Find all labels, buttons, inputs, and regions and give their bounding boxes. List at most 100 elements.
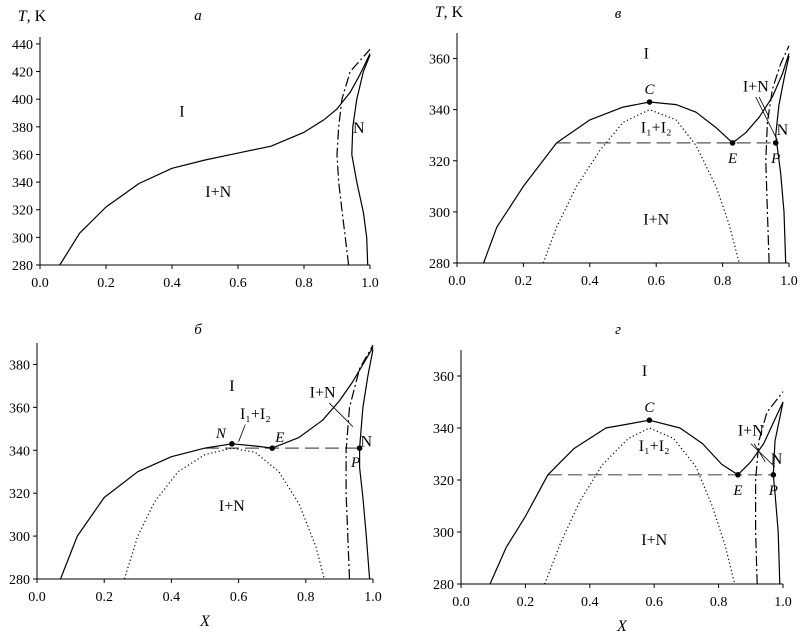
- curve-solid: [59, 53, 371, 266]
- y-tick-label: 360: [433, 370, 454, 385]
- point-label-e: E: [732, 483, 742, 499]
- y-tick-label: 360: [429, 53, 450, 68]
- panel-g: 0.0 0.2 0.4 0.6 0.8 1.0 280 300 320 340 360 г X C E P I I…: [433, 322, 792, 635]
- curve-dashdot: [765, 45, 790, 264]
- x-tick-label: 1.0: [364, 590, 382, 605]
- x-tick-label: 0.0: [448, 274, 466, 289]
- x-tick-label: 0.6: [229, 276, 247, 291]
- point-marker-e: [735, 472, 741, 478]
- x-tick-label: 1.0: [780, 274, 798, 289]
- x-tick-label: 0.2: [517, 595, 535, 610]
- region-label: I+N: [738, 423, 764, 440]
- x-tick-label: 0.6: [647, 274, 665, 289]
- x-tick-label: 0.2: [97, 276, 115, 291]
- y-tick-label: 280: [429, 257, 450, 272]
- y-tick-label: 400: [12, 93, 33, 108]
- point-label-c: C: [644, 400, 655, 416]
- point-label-p: P: [770, 151, 780, 167]
- region-label: I: [229, 378, 234, 395]
- y-tick-label: 340: [433, 422, 454, 437]
- y-tick-label: 340: [9, 444, 30, 459]
- x-tick-label: 0.2: [95, 590, 113, 605]
- x-tick-label: 0.6: [645, 595, 663, 610]
- curve-solid: [483, 101, 734, 264]
- point-marker-p: [356, 445, 363, 451]
- y-tick-label: 380: [9, 358, 30, 373]
- panel-title: а: [194, 8, 202, 24]
- y-tick-label: 440: [12, 38, 33, 53]
- leader-line: [755, 96, 778, 141]
- region-label: I+N: [219, 498, 245, 515]
- panel-title: в: [615, 6, 622, 22]
- x-tick-label: 0.6: [230, 590, 248, 605]
- y-tick-label: 340: [12, 176, 33, 191]
- y-tick-label: 300: [433, 526, 454, 541]
- point-label-p: P: [350, 455, 360, 471]
- region-label: I+N: [641, 532, 667, 549]
- x-tick-label: 1.0: [361, 276, 379, 291]
- curve-solid: [732, 53, 790, 144]
- x-tick-label: 0.4: [163, 590, 181, 605]
- curve-dashdot: [754, 391, 784, 585]
- leader-line: [329, 402, 354, 427]
- y-tick-label: 280: [12, 259, 33, 274]
- curve-dotted: [544, 427, 736, 585]
- leader-line: [238, 424, 246, 442]
- y-tick-label: 280: [9, 573, 30, 588]
- region-label: I₁+I₂: [240, 406, 271, 423]
- region-label: N: [353, 120, 365, 137]
- leader-line: [750, 443, 776, 468]
- region-label: N: [771, 451, 783, 468]
- x-tick-label: 0.4: [163, 276, 181, 291]
- y-tick-label: 320: [429, 155, 450, 170]
- y-tick-label: 320: [12, 204, 33, 219]
- y-tick-label: 300: [12, 231, 33, 246]
- y-tick-label: 360: [9, 401, 30, 416]
- x-tick-label: 0.4: [581, 274, 599, 289]
- curve-solid: [351, 54, 371, 266]
- panel-a: 0.0 0.2 0.4 0.6 0.8 1.0 280 300 320 340 360 380 400 4…: [12, 8, 379, 291]
- curve-dashdot: [336, 48, 371, 266]
- y-tick-label: 340: [429, 104, 450, 119]
- x-tick-label: 0.0: [452, 595, 470, 610]
- x-tick-label: 0.8: [295, 276, 313, 291]
- point-marker-p: [772, 140, 779, 146]
- region-label: I+N: [643, 212, 669, 229]
- x-tick-label: 0.4: [581, 595, 599, 610]
- region-label: N: [360, 434, 372, 451]
- region-label: I₁+I₂: [639, 438, 670, 455]
- point-label-e: E: [727, 151, 737, 167]
- y-axis-label: T, K: [18, 8, 47, 25]
- curve-solid: [489, 419, 739, 585]
- curve-dashdot: [345, 344, 374, 580]
- point-marker-e: [729, 140, 736, 146]
- y-axis-label: T, K: [435, 4, 464, 21]
- curve-solid: [59, 443, 273, 580]
- point-label-n: N: [215, 426, 227, 442]
- region-label: N: [777, 122, 789, 139]
- x-tick-label: 1.0: [774, 595, 792, 610]
- point-marker-p: [770, 472, 777, 478]
- panel-title: г: [615, 322, 621, 338]
- x-axis-label: X: [616, 618, 628, 635]
- y-tick-label: 360: [12, 148, 33, 163]
- region-label: I: [179, 104, 184, 121]
- region-label: I: [642, 363, 647, 380]
- y-tick-label: 420: [12, 66, 33, 81]
- curve-solid: [359, 349, 374, 580]
- point-marker-e: [269, 445, 276, 451]
- region-label: I+N: [743, 79, 769, 96]
- x-tick-label: 0.8: [297, 590, 315, 605]
- curve-solid: [737, 401, 784, 476]
- panel-b: 0.0 0.2 0.4 0.6 0.8 1.0 280 300 320 340 360 380 б X N E…: [9, 322, 382, 630]
- point-marker-c: [646, 99, 653, 105]
- region-label: I₁+I₂: [641, 120, 672, 137]
- x-tick-label: 0.0: [31, 276, 49, 291]
- x-tick-label: 0.0: [28, 590, 46, 605]
- point-marker-n: [229, 441, 235, 447]
- leader-line: [758, 96, 770, 118]
- point-label-p: P: [768, 483, 778, 499]
- point-label-e: E: [274, 430, 284, 446]
- region-label: I+N: [205, 184, 231, 201]
